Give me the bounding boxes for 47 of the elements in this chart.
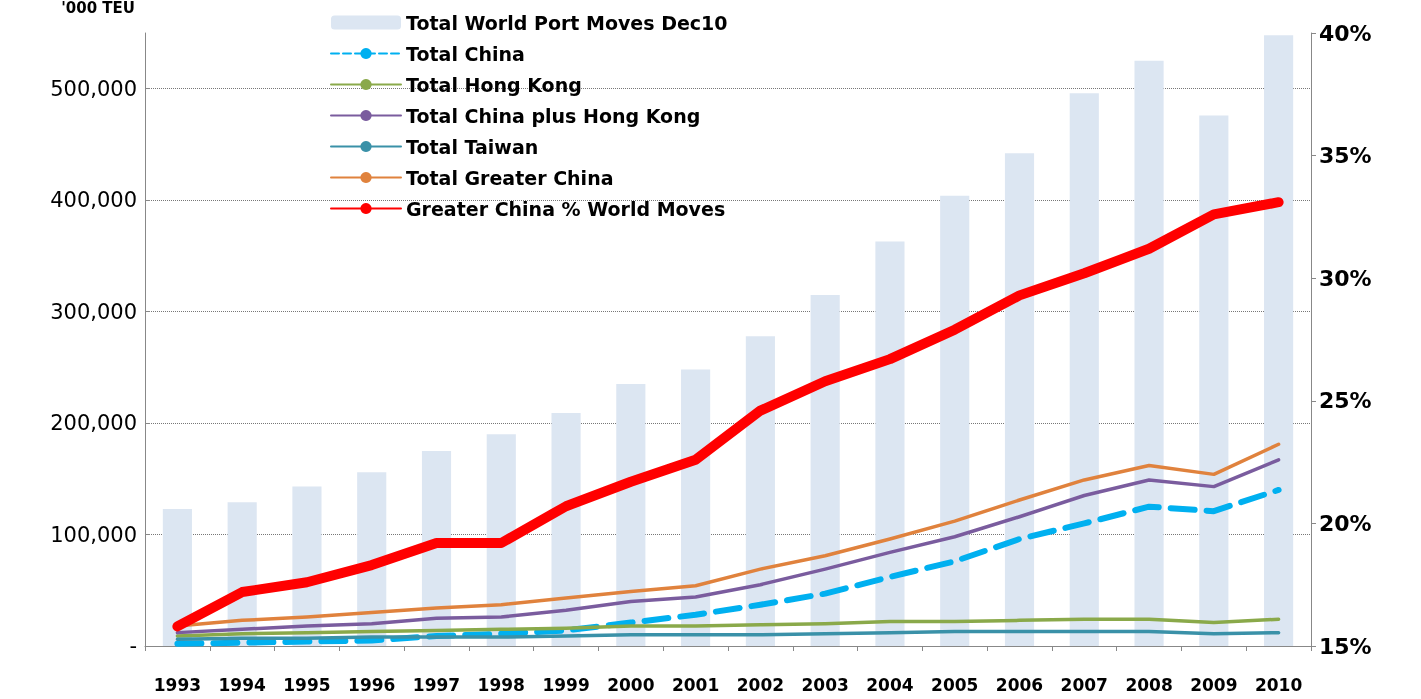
y2-tick-label: 30% <box>1319 265 1372 291</box>
x-tick-label: 1995 <box>283 674 331 695</box>
y-tick-label: 300,000 <box>50 299 137 324</box>
x-tick-label: 1999 <box>542 674 590 695</box>
legend-label: Total World Port Moves Dec10 <box>406 11 728 34</box>
legend-label: Total Taiwan <box>406 135 539 158</box>
x-tick-label: 1994 <box>218 674 266 695</box>
legend-label: Total Greater China <box>406 166 614 189</box>
x-tick-label: 2004 <box>866 674 914 695</box>
x-tick-label: 1998 <box>477 674 525 695</box>
x-tick-label: 1997 <box>412 674 461 695</box>
bar <box>1069 93 1099 646</box>
bar <box>1134 60 1164 646</box>
y2-tick-label: 25% <box>1319 388 1372 414</box>
y2-tick-label: 35% <box>1319 143 1372 169</box>
x-tick-label: 1993 <box>153 674 202 695</box>
y2-tick-label: 40% <box>1319 20 1372 46</box>
x-tick-label: 2003 <box>801 674 849 695</box>
legend-label: Total China plus Hong Kong <box>406 104 701 127</box>
y-tick-label: 400,000 <box>50 188 137 213</box>
bar <box>1199 115 1229 646</box>
x-tick-label: 2005 <box>931 674 979 695</box>
x-tick-label: 1996 <box>348 674 396 695</box>
y-tick-label: - <box>129 634 137 658</box>
legend-label: Greater China % World Moves <box>406 197 726 220</box>
y2-tick-label: 15% <box>1319 633 1372 659</box>
x-tick-label: 2001 <box>671 674 720 695</box>
x-tick-label: 2007 <box>1060 674 1108 695</box>
bar <box>940 195 970 646</box>
x-tick-label: 2009 <box>1190 674 1238 695</box>
x-tick-label: 2008 <box>1125 674 1173 695</box>
x-tick-label: 2000 <box>607 674 655 695</box>
legend-label: Total Hong Kong <box>406 73 582 96</box>
x-tick-label: 2006 <box>995 674 1044 695</box>
y-tick-label: 100,000 <box>50 522 137 547</box>
x-tick-label: 2002 <box>736 674 785 695</box>
line-series <box>175 629 1281 642</box>
y-tick-label: 500,000 <box>50 76 137 101</box>
x-tick-label: 2010 <box>1254 674 1303 695</box>
bar <box>1004 153 1035 646</box>
y-tick-label: 200,000 <box>50 411 137 436</box>
bar <box>875 241 905 646</box>
legend-label: Total China <box>406 42 525 65</box>
line-series <box>175 617 1281 638</box>
y2-tick-label: 20% <box>1319 510 1372 536</box>
y-axis-title: '000 TEU <box>61 0 135 17</box>
bar <box>1264 35 1294 646</box>
